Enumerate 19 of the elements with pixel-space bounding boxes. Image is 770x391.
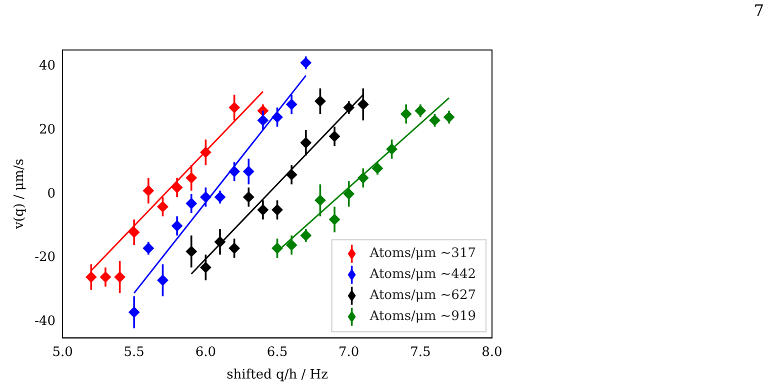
y-tick-label: -20 [34,250,56,266]
x-tick-label: 5.0 [52,344,73,360]
legend-label: Atoms/μm ∼317 [368,246,476,262]
legend-label: Atoms/μm ∼919 [368,309,476,324]
x-tick-label: 7.0 [338,344,360,360]
x-axis-title: shifted q/h / Hz [226,368,328,383]
x-tick-label: 7.5 [410,344,431,360]
x-tick-label: 8.0 [482,344,502,360]
y-tick-label: -40 [34,314,56,330]
x-tick-label: 6.5 [266,344,288,360]
legend-label: Atoms/μm ∼627 [368,288,476,304]
x-tick-label: 6.0 [195,344,216,360]
y-axis-title: v(q) / μm/s [12,158,28,230]
x-tick-label: 5.5 [124,344,144,360]
y-tick-label: 40 [38,58,56,74]
text: 7 [754,1,764,20]
y-tick-label: 20 [38,122,56,138]
legend-label: Atoms/μm ∼442 [368,267,476,282]
y-tick-label: 0 [47,186,56,202]
